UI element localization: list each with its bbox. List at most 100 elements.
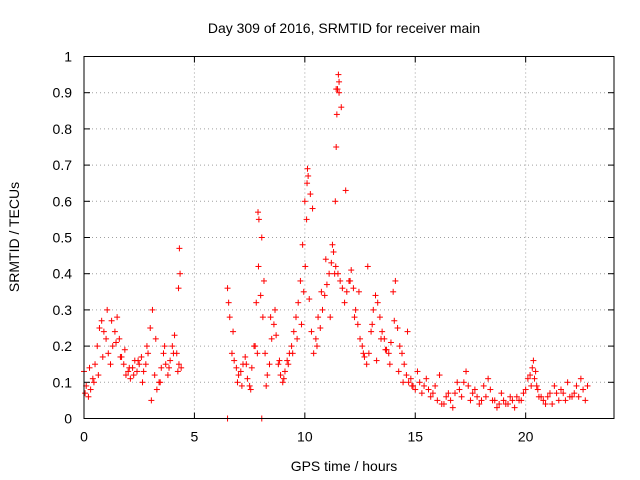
data-point	[396, 343, 403, 350]
data-point	[328, 259, 335, 266]
data-point	[105, 350, 112, 357]
y-axis-label: SRMTID / TECUs	[6, 182, 22, 292]
data-point	[544, 393, 551, 400]
data-point	[401, 361, 408, 368]
data-point	[331, 270, 338, 277]
data-point	[478, 397, 485, 404]
data-point	[460, 379, 467, 386]
data-point	[392, 277, 399, 284]
data-point	[400, 379, 407, 386]
data-point	[107, 361, 114, 368]
data-point	[414, 368, 421, 375]
data-point	[264, 372, 271, 379]
data-point	[529, 364, 536, 371]
data-point	[385, 350, 392, 357]
data-point	[263, 382, 270, 389]
data-point	[395, 368, 402, 375]
data-point	[540, 397, 547, 404]
data-point	[347, 277, 354, 284]
data-point	[126, 364, 133, 371]
data-point	[148, 397, 155, 404]
x-tick-label: 0	[80, 429, 88, 445]
data-point	[405, 379, 412, 386]
data-point	[403, 372, 410, 379]
data-point	[323, 281, 330, 288]
data-point	[467, 397, 474, 404]
data-point	[162, 361, 169, 368]
data-point	[528, 382, 535, 389]
data-point	[95, 372, 102, 379]
data-point	[176, 245, 183, 252]
data-point	[530, 357, 537, 364]
data-point	[145, 350, 152, 357]
data-point	[288, 343, 295, 350]
data-point	[476, 401, 483, 408]
data-point	[538, 393, 545, 400]
data-point	[370, 306, 377, 313]
data-point	[343, 288, 350, 295]
data-point	[125, 368, 132, 375]
data-point	[122, 372, 129, 379]
data-point	[276, 357, 283, 364]
data-point	[267, 314, 274, 321]
data-point	[487, 386, 494, 393]
data-point	[170, 350, 177, 357]
data-point	[94, 343, 101, 350]
data-point	[114, 314, 121, 321]
data-point	[116, 335, 123, 342]
data-point	[418, 390, 425, 397]
data-point	[140, 368, 147, 375]
data-point	[246, 382, 253, 389]
y-tick-label: 0.7	[53, 157, 73, 173]
data-point	[149, 306, 156, 313]
data-point	[456, 386, 463, 393]
data-point	[300, 288, 307, 295]
y-tick-label: 0.4	[53, 266, 73, 282]
data-point	[562, 397, 569, 404]
data-point	[237, 368, 244, 375]
data-point	[99, 353, 106, 360]
data-point	[502, 401, 509, 408]
data-point	[352, 306, 359, 313]
data-point	[443, 393, 450, 400]
data-point	[374, 299, 381, 306]
data-point	[255, 263, 262, 270]
data-point	[335, 71, 342, 78]
data-point	[130, 372, 137, 379]
data-point	[542, 401, 549, 408]
data-point	[121, 346, 128, 353]
data-point	[527, 372, 534, 379]
data-point	[522, 386, 529, 393]
data-point	[260, 277, 267, 284]
data-point	[275, 361, 282, 368]
x-tick-label: 15	[407, 429, 423, 445]
data-point	[507, 393, 514, 400]
data-point	[273, 332, 280, 339]
data-point	[293, 314, 299, 321]
data-point	[376, 314, 383, 321]
y-tick-label: 0.3	[53, 302, 73, 318]
data-point	[142, 361, 149, 368]
data-point	[309, 205, 316, 212]
data-point	[463, 368, 470, 375]
data-point	[341, 299, 348, 306]
data-point	[247, 386, 254, 393]
data-point	[394, 325, 401, 331]
data-point	[429, 390, 436, 397]
data-point	[423, 375, 430, 382]
data-point	[139, 379, 146, 386]
data-point	[266, 361, 273, 368]
data-point	[284, 357, 291, 364]
y-tick-label: 1	[64, 49, 72, 65]
data-point	[577, 375, 584, 382]
data-point	[225, 299, 232, 306]
x-tick-label: 5	[191, 429, 199, 445]
data-point	[534, 386, 541, 393]
data-point	[373, 357, 380, 364]
data-point	[361, 353, 368, 360]
data-point	[330, 248, 337, 255]
data-point	[348, 267, 355, 274]
data-point	[244, 375, 251, 382]
data-point	[558, 386, 564, 393]
data-point	[363, 361, 370, 368]
